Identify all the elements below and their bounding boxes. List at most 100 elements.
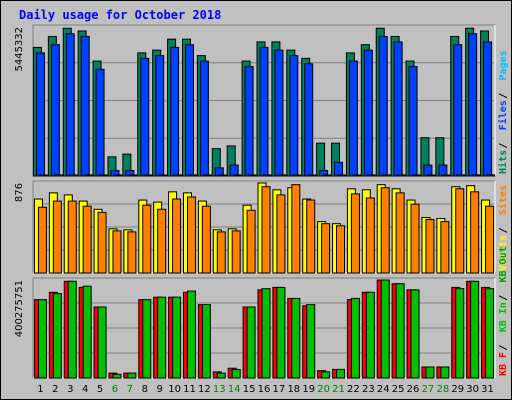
bar-files-day-24 xyxy=(378,35,388,177)
bar-sites-day-10 xyxy=(172,198,182,274)
bar-files-day-15 xyxy=(244,66,254,177)
bar-kb-in-day-1 xyxy=(37,299,47,379)
y-max-label: 876 xyxy=(14,183,25,202)
bar-kb-in-day-16 xyxy=(261,288,271,379)
y-max-label: 400275751 xyxy=(14,280,25,337)
bar-kb-in-day-20 xyxy=(321,371,331,379)
bar-files-day-26 xyxy=(408,66,418,177)
day-label-18: 18 xyxy=(287,384,300,395)
legend-separator: / xyxy=(498,295,509,301)
day-label-29: 29 xyxy=(451,384,464,395)
bar-sites-day-20 xyxy=(321,223,331,274)
bar-files-day-8 xyxy=(140,57,150,177)
day-label-15: 15 xyxy=(243,384,256,395)
bar-sites-day-21 xyxy=(336,225,346,274)
bar-sites-day-11 xyxy=(186,196,196,274)
bar-kb-in-day-10 xyxy=(172,296,182,379)
bar-sites-day-18 xyxy=(291,184,301,274)
bar-sites-day-2 xyxy=(52,200,62,274)
day-label-19: 19 xyxy=(302,384,315,395)
bar-sites-day-5 xyxy=(97,211,107,274)
day-label-11: 11 xyxy=(183,384,196,395)
bar-files-day-30 xyxy=(468,33,478,177)
bar-files-day-2 xyxy=(50,44,60,177)
panel-kb-in-out: 400275751 KB F / KB In / KB Out xyxy=(14,246,509,379)
day-label-2: 2 xyxy=(52,384,58,395)
bar-pages-day-25 xyxy=(396,174,406,177)
bar-kb-in-day-25 xyxy=(395,283,405,379)
bar-sites-day-22 xyxy=(350,193,360,274)
bar-pages-day-21 xyxy=(337,174,347,177)
bar-kb-in-day-28 xyxy=(440,366,450,379)
day-label-10: 10 xyxy=(168,384,181,395)
legend-separator: / xyxy=(498,93,509,99)
bar-files-day-17 xyxy=(274,49,284,177)
bar-sites-day-6 xyxy=(112,230,122,274)
bar-files-day-27 xyxy=(423,164,433,177)
bar-kb-in-day-12 xyxy=(201,304,211,379)
bar-pages-day-10 xyxy=(173,174,183,177)
bar-files-day-23 xyxy=(363,49,373,177)
bar-kb-in-day-2 xyxy=(52,293,62,379)
bar-pages-day-26 xyxy=(411,174,421,177)
bar-sites-day-14 xyxy=(231,230,241,274)
bar-sites-day-27 xyxy=(425,219,435,274)
bar-kb-in-day-17 xyxy=(276,286,286,379)
bar-files-day-10 xyxy=(170,46,180,177)
bar-files-day-5 xyxy=(95,68,105,177)
bar-sites-day-17 xyxy=(276,194,286,274)
bar-kb-in-day-3 xyxy=(67,280,77,379)
bar-files-day-4 xyxy=(80,35,90,177)
bar-pages-day-11 xyxy=(187,174,197,177)
bar-kb-in-day-19 xyxy=(306,304,316,379)
day-label-23: 23 xyxy=(362,384,375,395)
bar-sites-day-25 xyxy=(395,192,405,274)
day-label-20: 20 xyxy=(317,384,330,395)
legend-visits: Visits xyxy=(497,235,509,271)
bar-sites-day-16 xyxy=(261,186,271,274)
day-label-27: 27 xyxy=(422,384,435,395)
bar-pages-day-20 xyxy=(322,174,332,177)
bar-pages-day-29 xyxy=(456,174,466,177)
bar-pages-day-28 xyxy=(441,174,451,177)
day-label-21: 21 xyxy=(332,384,345,395)
legend-pages: Pages xyxy=(498,50,509,80)
day-label-8: 8 xyxy=(142,384,148,395)
bar-kb-in-day-23 xyxy=(365,291,375,379)
bar-files-day-9 xyxy=(155,55,165,177)
bar-files-day-22 xyxy=(348,60,358,177)
bar-files-day-11 xyxy=(184,44,194,177)
day-label-25: 25 xyxy=(392,384,405,395)
day-label-12: 12 xyxy=(198,384,211,395)
day-label-5: 5 xyxy=(97,384,103,395)
bar-sites-day-13 xyxy=(216,231,226,274)
panel-visits-sites: 876 Visits / Sites xyxy=(14,180,509,274)
bar-sites-day-3 xyxy=(67,200,77,274)
bar-sites-day-12 xyxy=(201,205,211,274)
bar-pages-day-4 xyxy=(83,174,93,177)
day-label-13: 13 xyxy=(213,384,226,395)
bar-pages-day-16 xyxy=(262,174,272,177)
bar-pages-day-18 xyxy=(292,174,302,177)
day-label-3: 3 xyxy=(67,384,73,395)
legend-files: Files xyxy=(497,100,509,130)
bar-sites-day-9 xyxy=(157,208,167,274)
bar-files-day-29 xyxy=(453,44,463,177)
bar-pages-day-19 xyxy=(307,174,317,177)
bar-pages-day-24 xyxy=(381,174,391,177)
bar-files-day-1 xyxy=(35,52,45,177)
chart-title: Daily usage for October 2018 xyxy=(19,8,221,22)
bar-pages-day-15 xyxy=(247,174,257,177)
bar-sites-day-29 xyxy=(455,188,465,274)
bar-sites-day-7 xyxy=(127,231,137,274)
day-label-31: 31 xyxy=(481,384,494,395)
bar-pages-day-14 xyxy=(232,174,242,177)
bar-kb-in-day-5 xyxy=(97,306,107,379)
day-label-6: 6 xyxy=(112,384,118,395)
bar-kb-in-day-26 xyxy=(410,289,420,379)
bar-kb-in-day-4 xyxy=(82,285,92,379)
legend-hits: Hits xyxy=(497,150,509,174)
y-max-label: 5445332 xyxy=(14,27,25,72)
bar-kb-in-day-14 xyxy=(231,368,241,379)
bar-kb-in-day-22 xyxy=(350,297,360,379)
